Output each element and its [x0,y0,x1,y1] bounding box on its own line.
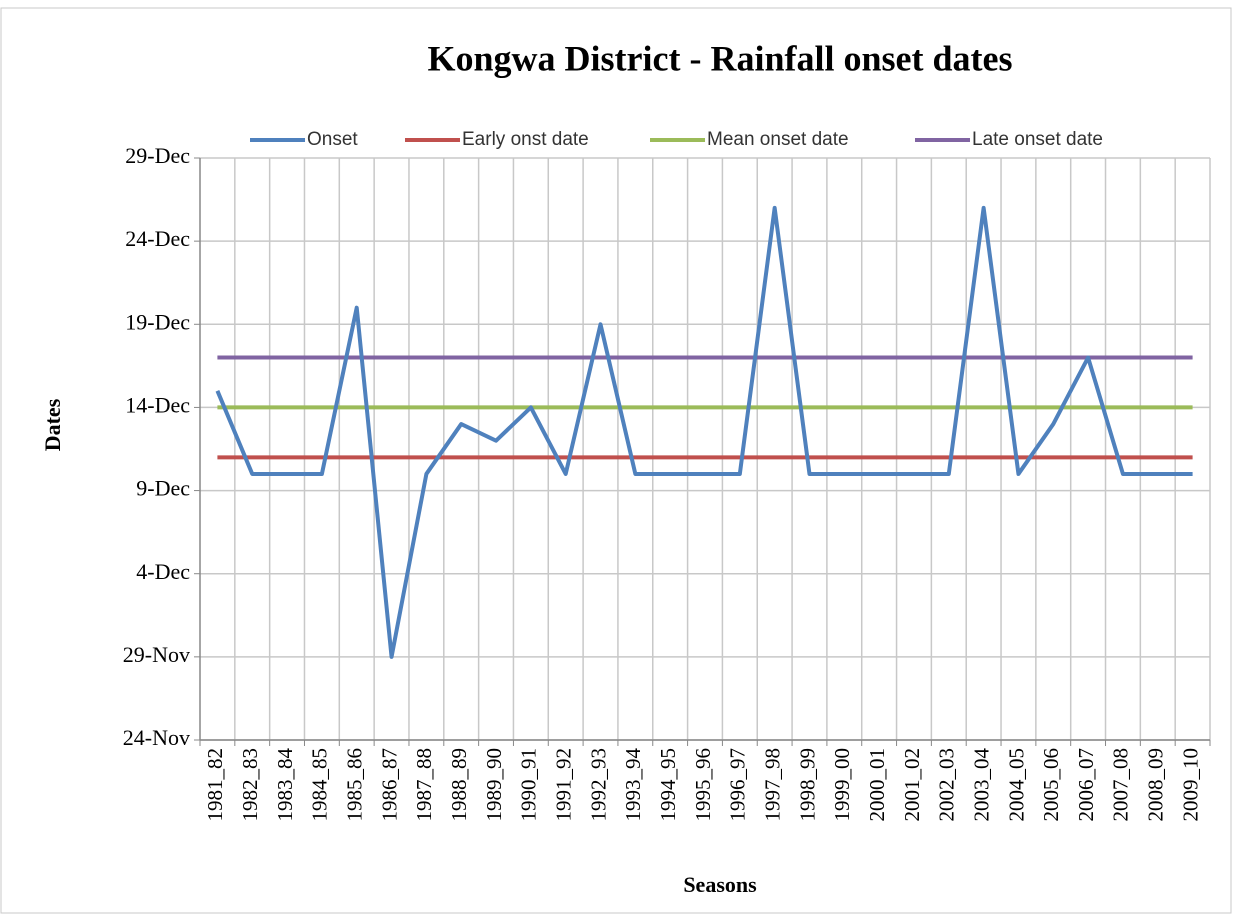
x-tick-label: 1983_84 [273,748,297,822]
x-tick-label: 2005_06 [1039,748,1063,822]
chart-title: Kongwa District - Rainfall onset dates [428,38,1013,78]
x-tick-label: 1989_90 [482,748,506,822]
legend-label: Early onst date [462,129,589,150]
y-tick-label: 29-Dec [125,143,190,168]
x-tick-label: 1999_00 [830,748,854,822]
y-axis-label: Dates [40,398,65,451]
x-tick-label: 2000_01 [865,748,889,822]
x-tick-label: 1981_82 [203,748,227,822]
x-tick-label: 1982_83 [238,748,262,822]
y-tick-label: 29-Nov [123,642,190,667]
x-tick-label: 1986_87 [377,748,401,822]
x-tick-label: 1994_95 [656,748,680,822]
x-tick-label: 1985_86 [343,748,367,822]
x-tick-label: 1992_93 [586,748,610,822]
x-tick-label: 2007_08 [1109,748,1133,822]
y-tick-label: 14-Dec [125,392,190,417]
x-tick-label: 1991_92 [552,748,576,822]
x-tick-label: 2003_04 [969,747,993,821]
legend-label: Late onset date [972,129,1103,150]
x-tick-label: 1988_89 [447,748,471,822]
x-tick-label: 1995_96 [691,748,715,822]
series-line [215,205,1193,659]
x-tick-label: 1990_91 [517,748,541,822]
y-tick-label: 24-Dec [125,226,190,251]
x-axis-label: Seasons [683,872,757,897]
y-tick-label: 24-Nov [123,725,190,750]
legend-label: Mean onset date [707,129,849,150]
x-tick-label: 2009_10 [1178,748,1202,822]
x-tick-label: 1993_94 [621,748,645,822]
x-tick-label: 2002_03 [935,748,959,822]
x-tick-label: 1984_85 [308,748,332,822]
y-tick-label: 4-Dec [136,559,190,584]
legend-label: Onset [307,129,358,150]
x-tick-label: 1998_99 [795,748,819,822]
x-tick-label: 1997_98 [760,748,784,822]
x-tick-label: 2006_07 [1074,748,1098,822]
y-tick-label: 19-Dec [125,309,190,334]
x-tick-label: 2001_02 [900,748,924,822]
y-tick-label: 9-Dec [136,476,190,501]
x-tick-label: 1987_88 [412,748,436,822]
x-tick-label: 1996_97 [726,748,750,822]
x-tick-label: 2008_09 [1144,748,1168,822]
x-tick-label: 2004_05 [1004,748,1028,822]
